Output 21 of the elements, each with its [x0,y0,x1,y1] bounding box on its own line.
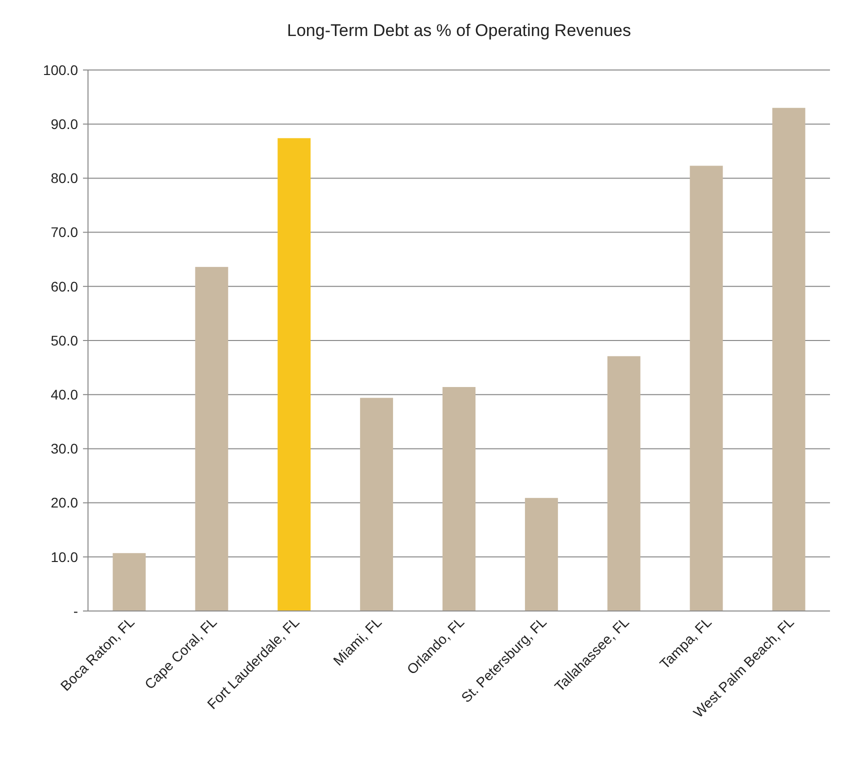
y-tick-label: - [73,602,78,619]
y-tick-label: 100.0 [42,62,78,78]
bar [360,398,394,611]
y-tick-label: 30.0 [50,440,78,457]
bar [278,138,311,611]
bar [772,108,806,611]
y-tick-label: 50.0 [50,332,78,348]
bar [195,266,228,611]
y-tick-label: 80.0 [50,170,78,186]
y-tick-label: 20.0 [50,494,78,511]
y-tick-label: 90.0 [50,116,78,132]
bar [690,166,723,611]
y-tick-label: 40.0 [50,386,78,402]
bar [607,356,640,611]
y-tick-label: 10.0 [50,548,78,565]
y-tick-label: 70.0 [50,224,78,240]
bar [112,553,146,611]
y-tick-label: 60.0 [50,278,78,294]
bar [442,387,476,611]
bar [524,498,558,611]
chart-title: Long-Term Debt as % of Operating Revenues [287,21,631,40]
